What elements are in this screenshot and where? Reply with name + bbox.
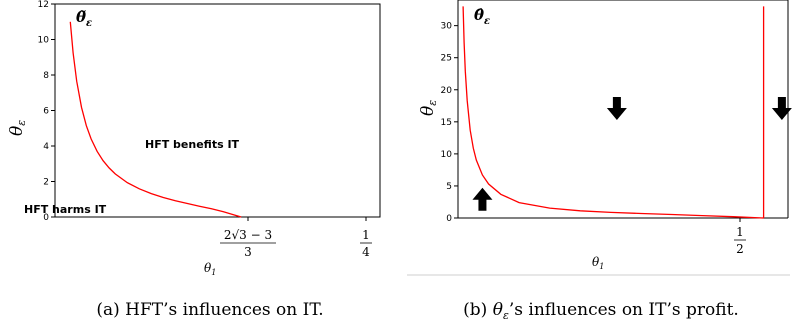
- chart-a: 0 2 4 6 8 10 12 θ̃ε HFT benefits IT HFT harms …: [7, 0, 381, 277]
- chart-a-x-tick-num-1: 2√3 − 3: [224, 228, 272, 242]
- chart-a-y-tick-label: 0: [43, 213, 49, 223]
- chart-b-y-tick-label: 20: [441, 86, 453, 96]
- chart-a-plot-frame: [54, 3, 381, 218]
- chart-a-y-ticks: 0 2 4 6 8 10 12: [38, 0, 55, 223]
- chart-a-y-tick-label: 2: [43, 178, 49, 188]
- chart-a-x-tick-den-2: 4: [362, 245, 370, 259]
- chart-a-annotation-benefits: HFT benefits IT: [145, 138, 240, 151]
- chart-a-curve: [69, 21, 242, 218]
- chart-b-y-tick-label: 15: [441, 118, 452, 128]
- chart-a-x-tick-label-2: 1 4: [360, 228, 372, 259]
- chart-a-x-tick-den-1: 3: [244, 245, 252, 259]
- chart-a-y-tick-label: 4: [43, 142, 49, 152]
- chart-a-x-tick-num-2: 1: [362, 228, 370, 242]
- chart-b-y-ticks: 0 5 10 15 20 25 30: [441, 22, 458, 224]
- chart-a-y-tick-label: 10: [38, 36, 50, 46]
- chart-b-y-tick-label: 30: [441, 22, 453, 32]
- chart-b-arrows: [472, 97, 792, 211]
- chart-b-curve-label: θ̂ε: [474, 6, 490, 27]
- chart-a-annotation-harms: HFT harms IT: [24, 203, 107, 216]
- caption-b: (b) θε’s influences on IT’s profit.: [463, 300, 739, 322]
- chart-b-x-tick-num: 1: [736, 225, 744, 239]
- chart-a-y-tick-label: 8: [43, 71, 49, 81]
- chart-a-y-tick-label: 6: [43, 107, 49, 117]
- chart-b-arrow-down-2: [606, 97, 627, 120]
- chart-b-y-label: θε: [418, 100, 439, 116]
- chart-b-y-tick-label: 25: [441, 54, 452, 64]
- caption-a: (a) HFT’s influences on IT.: [96, 300, 323, 320]
- chart-b-curve: [462, 6, 764, 219]
- chart-a-y-tick-label: 12: [38, 0, 49, 10]
- chart-a-y-label: θε: [7, 120, 28, 136]
- chart-a-x-label: θ1: [204, 261, 216, 277]
- chart-b-x-label: θ1: [592, 255, 604, 271]
- chart-b-arrow-down-3: [771, 97, 792, 120]
- chart-a-curve-label: θ̃ε: [76, 8, 92, 29]
- chart-b-x-tick-label: 1 2: [734, 225, 746, 256]
- chart-b-y-tick-label: 0: [446, 214, 452, 224]
- chart-b-x-tick-den: 2: [736, 242, 744, 256]
- chart-a-x-tick-label-1: 2√3 − 3 3: [220, 228, 276, 259]
- chart-b: 0 5 10 15 20 25 30 θ̂ε θε θ1 1 2: [407, 0, 792, 276]
- chart-b-arrow-up-1: [472, 187, 493, 211]
- chart-b-y-tick-label: 10: [441, 150, 453, 160]
- chart-b-y-tick-label: 5: [446, 182, 452, 192]
